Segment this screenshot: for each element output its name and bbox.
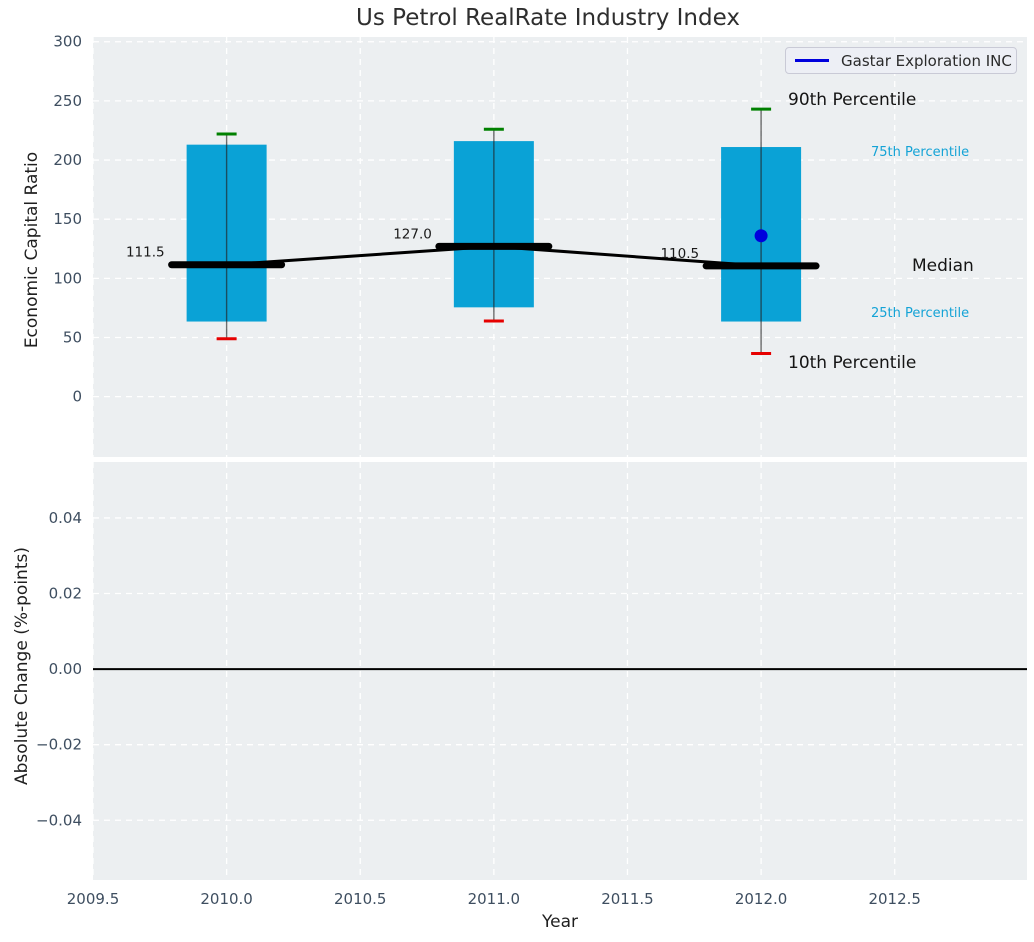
top-y-tick-label: 0 [72,388,82,406]
bottom-y-tick-label: −0.04 [36,811,82,829]
bottom-y-tick-label: 0.04 [49,509,82,527]
top-y-tick-label: 250 [53,92,82,110]
company-data-point [754,229,768,243]
median-value-label: 111.5 [126,245,165,261]
bottom-y-tick-label: −0.02 [36,736,82,754]
legend: Gastar Exploration INC [785,47,1017,74]
annotation-median: Median [912,256,974,276]
median-value-label: 127.0 [393,226,432,242]
x-tick-label: 2009.5 [67,890,120,908]
x-tick-label: 2010.0 [200,890,253,908]
x-tick-label: 2012.5 [868,890,921,908]
x-axis-label: Year [542,912,578,932]
chart-title: Us Petrol RealRate Industry Index [356,5,740,31]
bottom-y-tick-label: 0.02 [49,585,82,603]
x-tick-label: 2011.5 [601,890,654,908]
bottom-y-tick-label: 0.00 [49,660,82,678]
top-y-axis-label: Economic Capital Ratio [22,151,42,349]
top-y-tick-label: 100 [53,269,82,287]
bottom-plot-background [93,462,1027,880]
legend-label: Gastar Exploration INC [841,51,1012,70]
top-y-tick-label: 50 [63,329,82,347]
x-tick-label: 2010.5 [334,890,387,908]
x-tick-label: 2012.0 [735,890,788,908]
legend-line-sample [795,59,829,62]
bottom-y-axis-label: Absolute Change (%-points) [12,547,32,785]
annotation-90th-percentile: 90th Percentile [788,90,917,110]
top-y-tick-label: 200 [53,151,82,169]
median-value-label: 110.5 [660,246,699,262]
top-y-tick-label: 300 [53,33,82,51]
annotation-25th-percentile: 25th Percentile [871,306,970,321]
annotation-10th-percentile: 10th Percentile [788,353,917,373]
annotation-75th-percentile: 75th Percentile [871,145,970,160]
top-y-tick-label: 150 [53,210,82,228]
x-tick-label: 2011.0 [468,890,521,908]
